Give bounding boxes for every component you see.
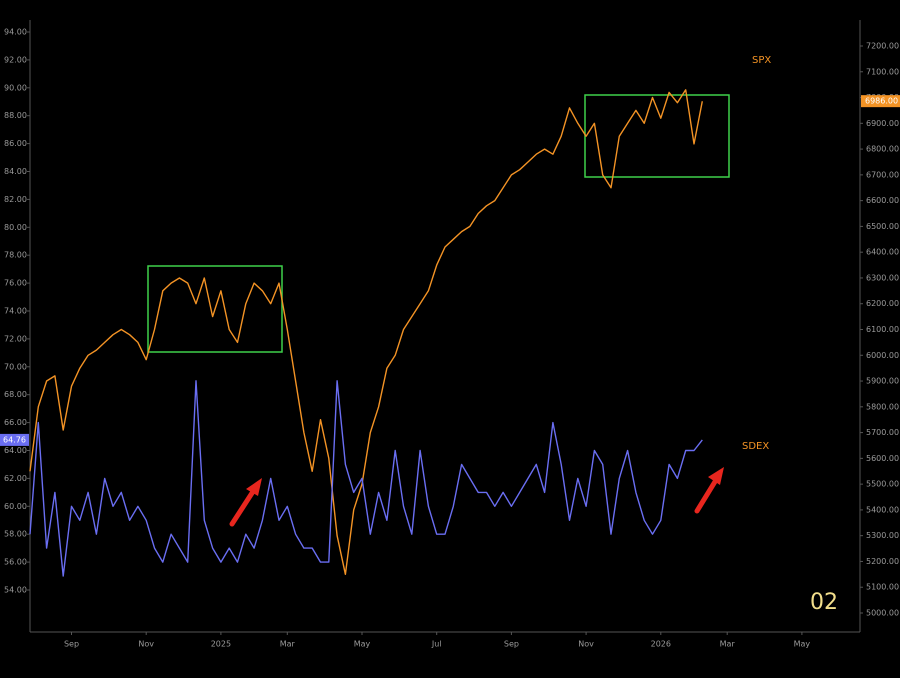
y2-tick-label: 6600.00: [866, 196, 899, 205]
y2-tick-label: 6200.00: [866, 299, 899, 308]
x-tick-label: Sep: [64, 640, 79, 649]
x-tick-label: Nov: [138, 640, 154, 649]
highlight-box: [147, 265, 283, 353]
arrow: [229, 478, 262, 527]
y-tick-label: 84.00: [4, 167, 27, 176]
x-tick-label: 2026: [651, 640, 671, 649]
y-tick-label: 94.00: [4, 28, 27, 37]
tag-label: 6986.00: [865, 97, 898, 106]
y-tick-label: 78.00: [4, 251, 27, 260]
tag-box: [861, 95, 900, 108]
tag-box: [0, 433, 29, 446]
last-value-tag: 64.76: [0, 433, 29, 446]
y-tick-label: 58.00: [4, 530, 27, 539]
y-tick-label: 90.00: [4, 83, 27, 92]
y-tick-label: 74.00: [4, 307, 27, 316]
y-tick-label: 72.00: [4, 334, 27, 343]
y2-tick-label: 5900.00: [866, 377, 899, 386]
y-tick-label: 70.00: [4, 362, 27, 371]
x-tick-label: Mar: [280, 640, 296, 649]
y-tick-label: 92.00: [4, 55, 27, 64]
y2-tick-label: 6100.00: [866, 325, 899, 334]
y-tick-label: 56.00: [4, 558, 27, 567]
y2-tick-label: 5300.00: [866, 531, 899, 540]
y2-tick-label: 5400.00: [866, 505, 899, 514]
y2-tick-label: 5100.00: [866, 583, 899, 592]
series-line: [29, 89, 703, 575]
x-tick-label: Mar: [720, 640, 736, 649]
y-tick-label: 86.00: [4, 139, 27, 148]
y-tick-label: 68.00: [4, 390, 27, 399]
y2-tick-label: 6300.00: [866, 273, 899, 282]
y-tick-label: 64.00: [4, 446, 27, 455]
x-tick-label: Jul: [431, 640, 442, 649]
highlight-box: [584, 94, 730, 178]
x-tick-label: Nov: [578, 640, 594, 649]
y2-tick-label: 7100.00: [866, 67, 899, 76]
y-tick-label: 88.00: [4, 111, 27, 120]
tag-label: 64.76: [3, 435, 26, 444]
y-tick-label: 82.00: [4, 195, 27, 204]
y-tick-label: 80.00: [4, 223, 27, 232]
y-tick-label: 54.00: [4, 586, 27, 595]
series-label: SPX: [752, 55, 771, 66]
x-tick-label: May: [354, 640, 371, 649]
y2-tick-label: 7200.00: [866, 42, 899, 51]
x-tick-label: Sep: [504, 640, 519, 649]
series-label: SDEX: [742, 441, 769, 452]
y2-tick-label: 5800.00: [866, 402, 899, 411]
y2-tick-label: 6500.00: [866, 222, 899, 231]
y2-tick-label: 6700.00: [866, 170, 899, 179]
y2-tick-label: 6900.00: [866, 119, 899, 128]
y-tick-label: 66.00: [4, 418, 27, 427]
y-tick-label: 60.00: [4, 502, 27, 511]
arrow: [694, 467, 724, 514]
y2-tick-label: 6400.00: [866, 248, 899, 257]
watermark: 02: [810, 590, 838, 615]
y2-tick-label: 6800.00: [866, 145, 899, 154]
y2-tick-label: 6000.00: [866, 351, 899, 360]
last-value-tag: 6986.00: [861, 95, 900, 108]
y2-tick-label: 5700.00: [866, 428, 899, 437]
y-tick-label: 62.00: [4, 474, 27, 483]
y2-tick-label: 5500.00: [866, 480, 899, 489]
y2-tick-label: 5600.00: [866, 454, 899, 463]
y-tick-label: 76.00: [4, 279, 27, 288]
x-tick-label: May: [794, 640, 811, 649]
series-line: [29, 380, 703, 577]
x-tick-label: 2025: [211, 640, 231, 649]
y2-tick-label: 5000.00: [866, 609, 899, 618]
y2-tick-label: 5200.00: [866, 557, 899, 566]
